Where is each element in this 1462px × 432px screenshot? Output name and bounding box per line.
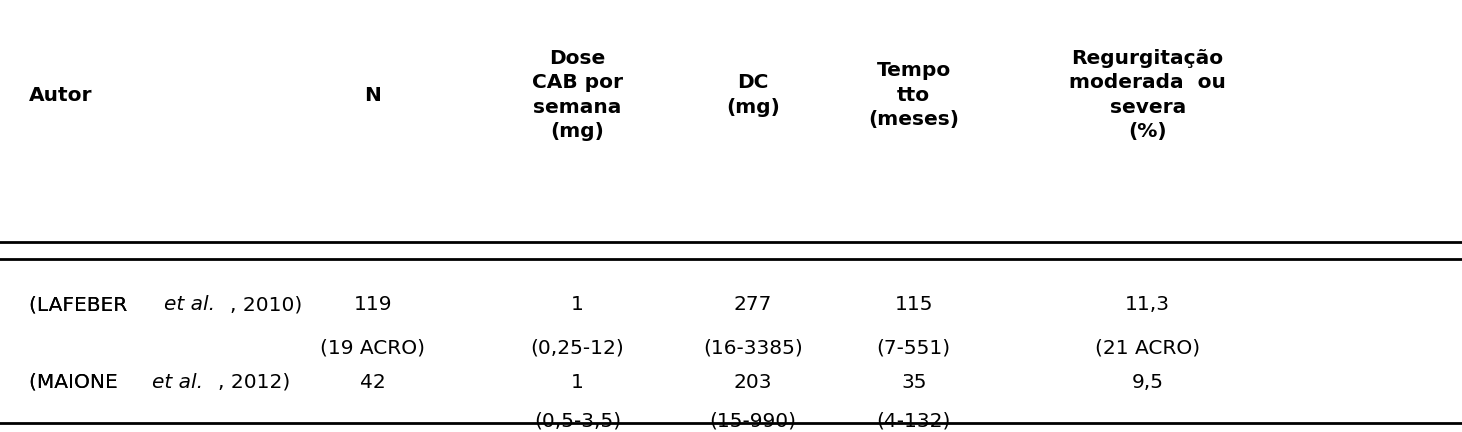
Text: (0,25-12): (0,25-12) [531, 338, 624, 357]
Text: , 2012): , 2012) [218, 373, 289, 392]
Text: , 2010): , 2010) [230, 295, 303, 314]
Text: (MAIONE: (MAIONE [29, 373, 124, 392]
Text: 277: 277 [734, 295, 772, 314]
Text: Tempo
tto
(meses): Tempo tto (meses) [868, 61, 959, 129]
Text: (LAFEBER: (LAFEBER [29, 295, 135, 314]
Text: 11,3: 11,3 [1126, 295, 1170, 314]
Text: (19 ACRO): (19 ACRO) [320, 338, 425, 357]
Text: 35: 35 [901, 373, 927, 392]
Text: Autor: Autor [29, 86, 92, 105]
Text: (4-132): (4-132) [877, 412, 950, 431]
Text: DC
(mg): DC (mg) [727, 73, 779, 117]
Text: (16-3385): (16-3385) [703, 338, 803, 357]
Text: (MAIONE et al., 2012): (MAIONE et al., 2012) [29, 373, 247, 392]
Text: Regurgitação
moderada  ou
severa
(%): Regurgitação moderada ou severa (%) [1069, 49, 1227, 141]
Text: et al.: et al. [164, 295, 215, 314]
Text: Dose
CAB por
semana
(mg): Dose CAB por semana (mg) [532, 49, 623, 141]
Text: 115: 115 [895, 295, 933, 314]
Text: (LAFEBER: (LAFEBER [29, 295, 135, 314]
Text: (MAIONE: (MAIONE [29, 373, 124, 392]
Text: (15-990): (15-990) [709, 412, 797, 431]
Text: (21 ACRO): (21 ACRO) [1095, 338, 1200, 357]
Text: (LAFEBER et al., 2010): (LAFEBER et al., 2010) [29, 295, 257, 314]
Text: (7-551): (7-551) [877, 338, 950, 357]
Text: 1: 1 [572, 295, 583, 314]
Text: 9,5: 9,5 [1132, 373, 1164, 392]
Text: 119: 119 [354, 295, 392, 314]
Text: et al.: et al. [152, 373, 203, 392]
Text: 42: 42 [360, 373, 386, 392]
Text: 203: 203 [734, 373, 772, 392]
Text: N: N [364, 86, 382, 105]
Text: (0,5-3,5): (0,5-3,5) [534, 412, 621, 431]
Text: 1: 1 [572, 373, 583, 392]
